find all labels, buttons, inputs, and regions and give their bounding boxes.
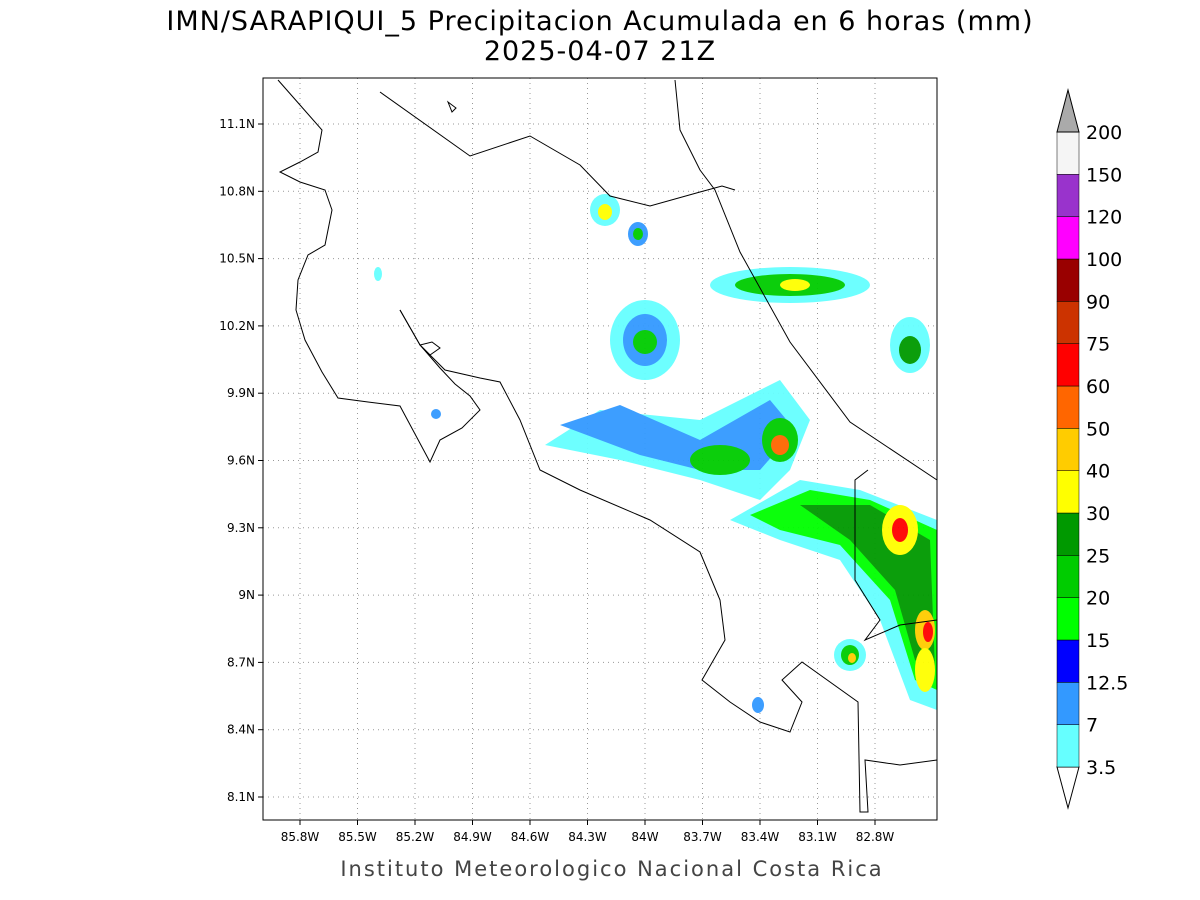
- colorbar-label: 75: [1086, 334, 1110, 356]
- lon-tick-label: 83.4W: [741, 830, 780, 844]
- colorbar: 3.5 7 12.5 15 20 25 30 40 50 60 75 90 100 120 150 200: [1056, 88, 1128, 810]
- lat-tick-label: 8.1N: [227, 790, 255, 804]
- colorbar-box: [1056, 428, 1080, 471]
- colorbar-box: [1056, 555, 1080, 598]
- lon-tick-label: 84.9W: [453, 830, 492, 844]
- colorbar-box: [1056, 343, 1080, 387]
- colorbar-box: [1056, 470, 1080, 514]
- lon-tick-label: 83.1W: [798, 830, 837, 844]
- colorbar-box: [1056, 258, 1080, 302]
- colorbar-box: [1056, 724, 1080, 768]
- colorbar-label: 30: [1086, 503, 1110, 525]
- colorbar-label: 50: [1086, 418, 1110, 440]
- lon-tick-label: 82.8W: [856, 830, 895, 844]
- colorbar-box: [1056, 131, 1080, 175]
- colorbar-cap: [1056, 766, 1080, 810]
- lon-tick-label: 84.3W: [568, 830, 607, 844]
- lat-tick-label: 9.3N: [227, 521, 255, 535]
- lon-tick-label: 84W: [631, 830, 658, 844]
- colorbar-label: 12.5: [1086, 672, 1128, 694]
- lat-tick-label: 9N: [238, 588, 255, 602]
- colorbar-label: 20: [1086, 588, 1110, 610]
- title: IMN/SARAPIQUI_5 Precipitacion Acumulada …: [166, 6, 1033, 37]
- colorbar-label: 150: [1086, 164, 1122, 186]
- lat-tick-label: 10.2N: [219, 319, 255, 333]
- lon-tick-label: 85.8W: [281, 830, 320, 844]
- colorbar-label: 100: [1086, 249, 1122, 271]
- grid: 85.8W 85.5W 85.2W 84.9W 84.6W 84.3W 84W 83.7W 83…: [219, 78, 937, 844]
- lat-tick-label: 8.4N: [227, 723, 255, 737]
- lat-tick-label: 11.1N: [219, 117, 255, 131]
- lat-tick-label: 9.9N: [227, 386, 255, 400]
- colorbar-box: [1056, 639, 1080, 683]
- map-frame: [262, 77, 938, 821]
- subtitle: 2025-04-07 21Z: [484, 36, 716, 67]
- colorbar-box: [1056, 174, 1080, 217]
- colorbar-cap: [1056, 88, 1080, 133]
- colorbar-label: 40: [1086, 461, 1110, 483]
- lat-tick-label: 10.5N: [219, 252, 255, 266]
- lon-tick-label: 83.7W: [683, 830, 722, 844]
- colorbar-label: 200: [1086, 122, 1122, 144]
- colorbar-label: 15: [1086, 630, 1110, 652]
- colorbar-box: [1056, 216, 1080, 260]
- lon-tick-label: 84.6W: [511, 830, 550, 844]
- lat-tick-label: 10.8N: [219, 184, 255, 198]
- colorbar-label: 90: [1086, 291, 1110, 313]
- colorbar-label: 7: [1086, 715, 1098, 737]
- colorbar-box: [1056, 682, 1080, 725]
- coastlines: [277, 79, 938, 813]
- colorbar-label: 25: [1086, 545, 1110, 567]
- colorbar-box: [1056, 597, 1080, 641]
- colorbar-label: 3.5: [1086, 757, 1116, 779]
- precipitation: [374, 194, 937, 713]
- colorbar-box: [1056, 512, 1080, 556]
- lat-tick-label: 9.6N: [227, 454, 255, 468]
- lon-tick-label: 85.5W: [338, 830, 377, 844]
- footer: Instituto Meteorologico Nacional Costa R…: [340, 857, 883, 881]
- colorbar-label: 120: [1086, 207, 1122, 229]
- colorbar-box: [1056, 301, 1080, 344]
- lat-tick-label: 8.7N: [227, 655, 255, 669]
- lon-tick-label: 85.2W: [396, 830, 435, 844]
- colorbar-box: [1056, 385, 1080, 429]
- colorbar-label: 60: [1086, 376, 1110, 398]
